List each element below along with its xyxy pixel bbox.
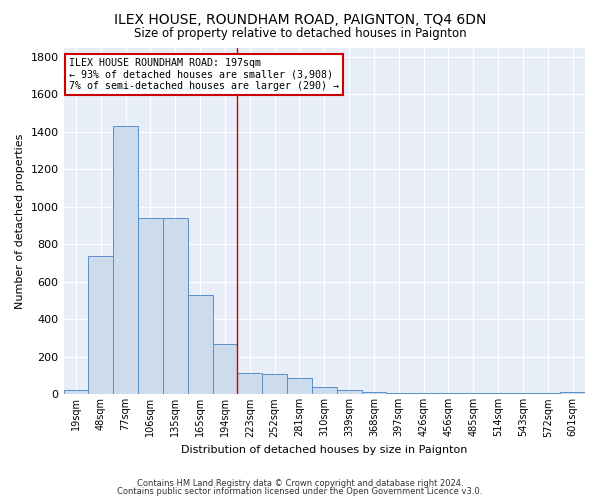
Bar	[262, 374, 287, 394]
Bar	[238, 373, 262, 394]
Text: Contains public sector information licensed under the Open Government Licence v3: Contains public sector information licen…	[118, 487, 482, 496]
Bar	[163, 218, 188, 394]
X-axis label: Distribution of detached houses by size in Paignton: Distribution of detached houses by size …	[181, 445, 467, 455]
Text: ILEX HOUSE ROUNDHAM ROAD: 197sqm
← 93% of detached houses are smaller (3,908)
7%: ILEX HOUSE ROUNDHAM ROAD: 197sqm ← 93% o…	[69, 58, 339, 91]
Bar	[386, 393, 411, 394]
Bar	[411, 393, 436, 394]
Bar	[88, 256, 113, 394]
Bar	[287, 378, 312, 394]
Bar	[312, 387, 337, 394]
Bar	[212, 344, 238, 395]
Bar	[64, 390, 88, 394]
Bar	[113, 126, 138, 394]
Bar	[362, 392, 386, 394]
Y-axis label: Number of detached properties: Number of detached properties	[15, 134, 25, 308]
Bar	[188, 295, 212, 394]
Bar	[138, 218, 163, 394]
Bar	[560, 392, 585, 394]
Text: Size of property relative to detached houses in Paignton: Size of property relative to detached ho…	[134, 28, 466, 40]
Text: ILEX HOUSE, ROUNDHAM ROAD, PAIGNTON, TQ4 6DN: ILEX HOUSE, ROUNDHAM ROAD, PAIGNTON, TQ4…	[114, 12, 486, 26]
Text: Contains HM Land Registry data © Crown copyright and database right 2024.: Contains HM Land Registry data © Crown c…	[137, 478, 463, 488]
Bar	[337, 390, 362, 394]
